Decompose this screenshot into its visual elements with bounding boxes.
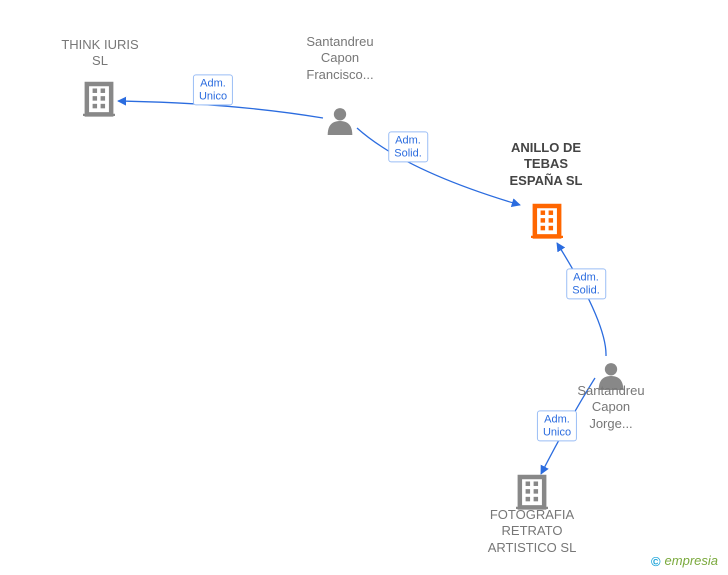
edge-e1 [118,101,323,118]
building-icon [531,206,563,238]
watermark: © empresia [651,553,718,569]
edge-e4 [541,378,595,474]
building-icon [516,477,548,509]
watermark-text: empresia [665,553,718,568]
person-icon [599,363,624,390]
watermark-symbol: © [651,554,661,569]
edge-e2 [357,128,520,205]
building-icon [83,84,115,116]
person-icon [328,108,353,135]
edge-e3 [557,243,606,356]
